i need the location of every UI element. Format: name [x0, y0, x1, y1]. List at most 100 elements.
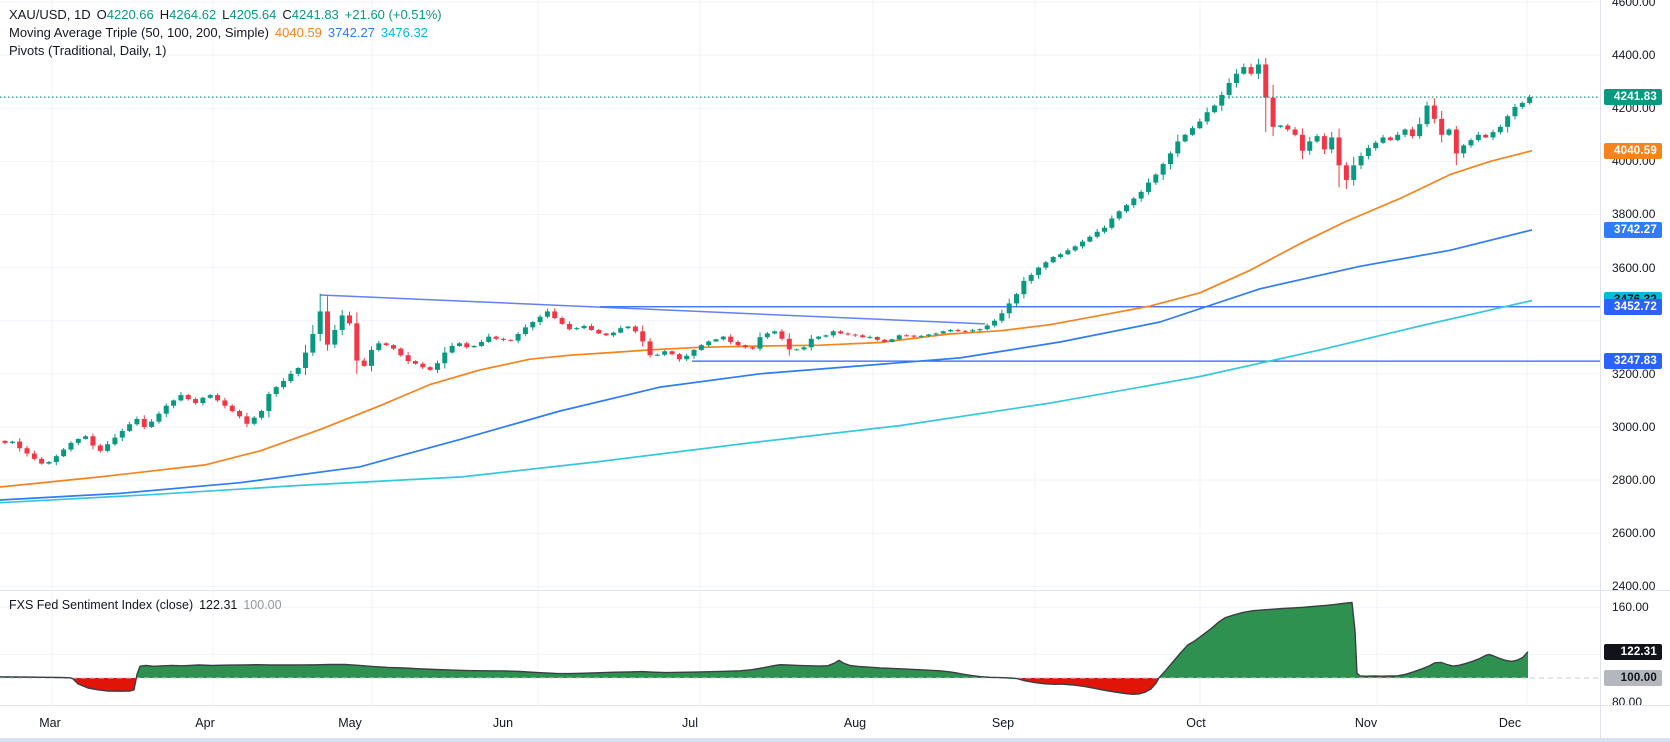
candle-body: [632, 326, 638, 332]
candle-body: [383, 343, 389, 346]
candle-body: [801, 347, 807, 350]
candle-body: [1241, 67, 1247, 74]
candle-body: [449, 345, 455, 353]
candle-body: [508, 339, 514, 341]
month-label: Sep: [991, 716, 1015, 730]
candle-body: [1453, 129, 1459, 154]
candle-body: [222, 400, 228, 406]
candle-body: [295, 367, 301, 374]
pivots-indicator-title[interactable]: Pivots (Traditional, Daily, 1): [9, 43, 167, 58]
candle-body: [786, 338, 792, 350]
candle-body: [376, 343, 382, 350]
candle-body: [948, 330, 954, 332]
month-label: May: [338, 716, 362, 730]
ma-indicator-title[interactable]: Moving Average Triple (50, 100, 200, Sim…: [9, 25, 269, 40]
candle-body: [1373, 142, 1379, 149]
price-tick-label: 4400.00: [1612, 48, 1656, 63]
candle-body: [823, 335, 829, 337]
candle-body: [1058, 254, 1064, 257]
candle-body: [977, 329, 983, 331]
candle-body: [867, 336, 873, 338]
candle-body: [156, 413, 162, 422]
candle-body: [889, 339, 895, 342]
candle-body: [1446, 129, 1452, 135]
candle-body: [962, 330, 968, 332]
candle-body: [354, 323, 360, 361]
candle-body: [838, 331, 844, 334]
candle-body: [940, 331, 946, 334]
legend-sentiment-row[interactable]: FXS Fed Sentiment Index (close) 122.31 1…: [9, 598, 282, 612]
candle-body: [207, 395, 213, 398]
sma100-line[interactable]: [0, 229, 1533, 501]
candle-body: [325, 311, 331, 345]
candle-body: [860, 335, 866, 338]
candle-body: [691, 349, 697, 356]
candle-body: [273, 387, 279, 395]
candle-body: [779, 331, 785, 339]
candle-body: [412, 361, 418, 364]
candle-body: [1263, 64, 1269, 98]
candle-body: [596, 330, 602, 334]
sma50-line[interactable]: [0, 149, 1533, 488]
candle-body: [200, 397, 206, 404]
candle-body: [1182, 134, 1188, 142]
ohlc-low: L 4205.64: [222, 7, 277, 22]
sentiment-indicator-title[interactable]: FXS Fed Sentiment Index (close): [9, 598, 194, 612]
candle-body: [999, 313, 1005, 321]
legend-symbol-row[interactable]: XAU/USD, 1D O 4220.66 H 4264.62 L 4205.64 C…: [9, 7, 442, 22]
candle-body: [288, 373, 294, 382]
candle-body: [185, 395, 191, 400]
candle-body: [1461, 145, 1467, 154]
candle-body: [1219, 94, 1225, 106]
candle-body: [251, 417, 257, 424]
candle-body: [1380, 137, 1386, 143]
candle-body: [1387, 137, 1393, 141]
candle-body: [1255, 64, 1261, 74]
sma200-line[interactable]: [0, 299, 1533, 504]
candle-body: [1417, 124, 1423, 137]
candle-body: [1402, 129, 1408, 135]
change-value: +21.60 (+0.51%): [344, 7, 442, 22]
price-axis[interactable]: [1600, 0, 1670, 742]
candle-body: [684, 355, 690, 360]
candle-body: [933, 333, 939, 335]
candle-body: [1153, 174, 1159, 183]
pane-separator[interactable]: [0, 590, 1670, 591]
candle-body: [332, 330, 338, 345]
candle-body: [1233, 73, 1239, 84]
candle-body: [750, 347, 756, 349]
candle-body: [229, 405, 235, 412]
candle-body: [1475, 134, 1481, 141]
candle-body: [742, 345, 748, 348]
candle-body: [1505, 116, 1511, 127]
candle-body: [1483, 134, 1489, 138]
candle-body: [119, 430, 125, 438]
time-axis[interactable]: [0, 706, 1670, 742]
candle-body: [83, 436, 89, 439]
sentiment-line[interactable]: [0, 601, 1529, 695]
ma50-value: 4040.59: [274, 25, 322, 40]
candle-body: [369, 349, 374, 366]
candle-body: [486, 336, 492, 342]
candle-body: [1424, 105, 1430, 125]
candle-body: [1175, 141, 1181, 154]
candle-body: [955, 330, 961, 332]
price-tag: 3247.83: [1604, 353, 1662, 370]
month-label: Jun: [492, 716, 514, 730]
candle-body: [1138, 191, 1144, 199]
sentiment-area-positive: [0, 602, 1528, 678]
bottom-scroll-strip[interactable]: [0, 738, 1670, 742]
candle-body: [618, 328, 624, 333]
candle-body: [1519, 102, 1525, 107]
candle-body: [603, 333, 609, 336]
candle-body: [237, 411, 243, 417]
candle-body: [1490, 132, 1496, 138]
legend-ma-row[interactable]: Moving Average Triple (50, 100, 200, Sim…: [9, 25, 428, 40]
candle-body: [515, 334, 521, 341]
symbol-title[interactable]: XAU/USD, 1D: [9, 7, 91, 22]
legend-pivots-row[interactable]: Pivots (Traditional, Daily, 1): [9, 43, 167, 58]
trendline[interactable]: [319, 294, 986, 325]
candle-body: [500, 338, 506, 340]
candle-body: [1014, 294, 1020, 304]
